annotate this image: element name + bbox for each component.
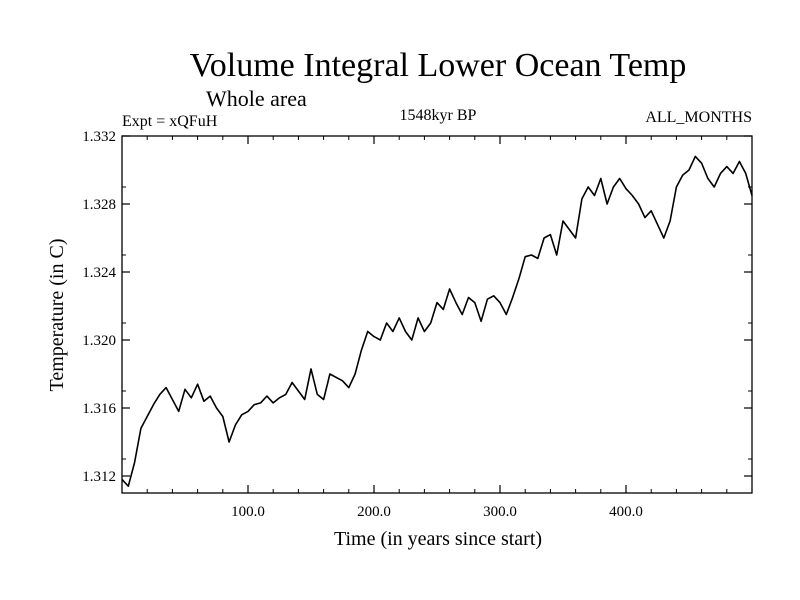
x-axis: 100.0 200.0 300.0 400.0 [146,136,728,520]
chart-subtitle: Whole area [206,86,307,111]
months-label: ALL_MONTHS [645,109,752,126]
experiment-label: Expt = xQFuH [122,113,218,130]
y-tick-label: 1.320 [82,333,116,349]
temperature-series-line [121,155,753,488]
series-layer [121,155,753,488]
x-tick-label: 400.0 [609,504,643,520]
x-tick-label: 300.0 [483,504,517,520]
y-axis-label: Temperature (in C) [46,239,68,392]
y-tick-label: 1.312 [82,469,116,485]
period-label: 1548kyr BP [400,107,477,124]
y-tick-label: 1.332 [82,129,116,145]
x-tick-label: 100.0 [231,504,265,520]
y-axis: 1.312 1.316 1.320 1.324 1.328 1.332 [82,129,752,485]
x-tick-label: 200.0 [357,504,391,520]
chart-title: Volume Integral Lower Ocean Temp [190,47,687,84]
plot-frame [121,135,753,494]
y-tick-label: 1.328 [82,197,116,213]
y-tick-label: 1.324 [82,265,116,281]
x-axis-label: Time (in years since start) [334,528,542,550]
y-tick-label: 1.316 [82,401,116,417]
